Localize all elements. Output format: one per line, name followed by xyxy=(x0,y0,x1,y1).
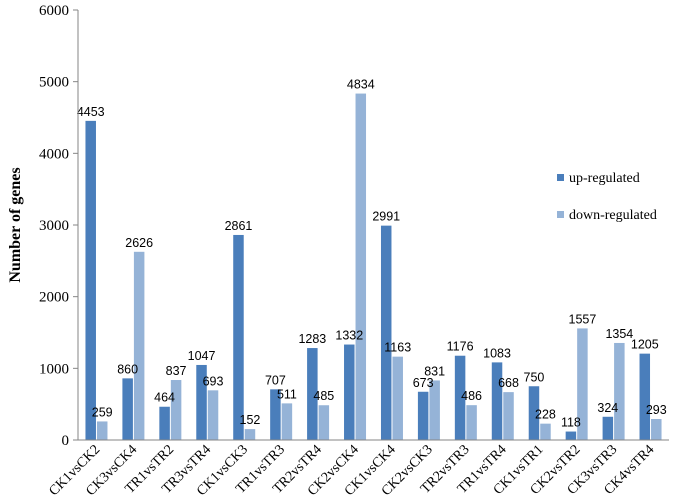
data-label: 693 xyxy=(203,374,224,388)
bar-down-regulated-CK2vsCK4 xyxy=(355,93,367,441)
bar-down-regulated-CK4vsTR4 xyxy=(651,419,662,440)
data-label: 259 xyxy=(92,405,113,419)
data-label: 1332 xyxy=(335,329,363,343)
legend-label-down-regulated: down-regulated xyxy=(569,208,657,223)
data-label: 486 xyxy=(461,389,482,403)
bar-down-regulated-TR2vsTR3 xyxy=(466,405,477,440)
bar-down-regulated-CK1vsTR1 xyxy=(540,423,551,440)
data-label: 485 xyxy=(313,389,334,403)
bar-down-regulated-TR1vsTR3 xyxy=(281,403,293,440)
bar-up-regulated-CK1vsCK4 xyxy=(380,225,392,440)
bar-down-regulated-CK1vsCK4 xyxy=(392,356,403,440)
legend-label-up-regulated: up-regulated xyxy=(569,171,640,186)
bar-down-regulated-TR1vsTR2 xyxy=(170,380,182,440)
data-label: 750 xyxy=(524,370,545,384)
bar-down-regulated-CK2vsTR2 xyxy=(577,328,588,440)
data-label: 511 xyxy=(277,387,297,401)
bar-up-regulated-CK2vsTR2 xyxy=(565,431,577,440)
y-tick-label: 4000 xyxy=(39,146,69,162)
y-tick-label: 6000 xyxy=(39,3,69,19)
y-tick-label: 2000 xyxy=(39,290,69,306)
bar-up-regulated-TR3vsTR4 xyxy=(196,364,207,440)
y-tick-label: 0 xyxy=(62,433,70,449)
bar-up-regulated-CK1vsCK3 xyxy=(233,234,244,440)
legend-swatch-up-regulated xyxy=(557,174,564,181)
data-label: 2861 xyxy=(225,219,253,233)
bar-down-regulated-CK3vsTR3 xyxy=(614,342,625,440)
data-label: 1047 xyxy=(188,349,216,363)
bar-down-regulated-TR3vsTR4 xyxy=(207,390,219,440)
bar-up-regulated-CK3vsCK4 xyxy=(122,378,133,440)
data-label: 4834 xyxy=(347,78,375,92)
data-label: 1083 xyxy=(483,346,511,360)
bar-down-regulated-CK3vsCK4 xyxy=(133,251,145,440)
bar-up-regulated-CK2vsCK4 xyxy=(344,344,355,440)
data-label: 860 xyxy=(117,362,138,376)
bar-down-regulated-TR2vsTR4 xyxy=(318,405,330,440)
bar-down-regulated-TR1vsTR4 xyxy=(503,392,514,440)
data-label: 673 xyxy=(413,376,434,390)
bar-up-regulated-CK1vsCK2 xyxy=(85,120,96,440)
data-label: 1557 xyxy=(569,312,597,326)
data-label: 293 xyxy=(646,403,667,417)
data-label: 4453 xyxy=(77,105,105,119)
bar-up-regulated-CK2vsCK3 xyxy=(417,391,429,440)
y-tick-label: 3000 xyxy=(39,218,69,234)
bar-up-regulated-TR1vsTR4 xyxy=(491,362,503,440)
data-label: 1205 xyxy=(631,338,659,352)
data-label: 2626 xyxy=(125,236,153,250)
bar-up-regulated-TR2vsTR3 xyxy=(454,355,466,440)
data-label: 1163 xyxy=(384,341,411,355)
data-label: 2991 xyxy=(372,210,400,224)
bar-up-regulated-CK1vsTR1 xyxy=(528,386,540,440)
bar-up-regulated-CK4vsTR4 xyxy=(639,353,651,440)
data-label: 324 xyxy=(597,401,618,415)
data-label: 1354 xyxy=(605,327,633,341)
data-label: 152 xyxy=(240,413,261,427)
bar-up-regulated-TR1vsTR3 xyxy=(270,389,281,440)
data-label: 831 xyxy=(424,364,445,378)
bar-down-regulated-CK2vsCK3 xyxy=(429,380,440,440)
y-tick-label: 5000 xyxy=(39,75,69,91)
data-label: 464 xyxy=(154,391,175,405)
bar-up-regulated-TR1vsTR2 xyxy=(159,406,170,440)
data-label: 1176 xyxy=(447,340,474,354)
y-axis-title: Number of genes xyxy=(7,167,24,282)
bar-up-regulated-TR2vsTR4 xyxy=(307,348,318,440)
data-label: 707 xyxy=(265,373,286,387)
bar-up-regulated-CK3vsTR3 xyxy=(602,416,614,440)
data-label: 118 xyxy=(561,416,581,430)
data-label: 668 xyxy=(498,376,519,390)
data-label: 837 xyxy=(166,364,187,378)
data-label: 1283 xyxy=(298,332,326,346)
bar-down-regulated-CK1vsCK2 xyxy=(96,421,108,440)
bar-down-regulated-CK1vsCK3 xyxy=(244,429,256,440)
y-tick-label: 1000 xyxy=(39,361,69,377)
legend-swatch-down-regulated xyxy=(557,211,564,218)
data-label: 228 xyxy=(535,408,556,422)
